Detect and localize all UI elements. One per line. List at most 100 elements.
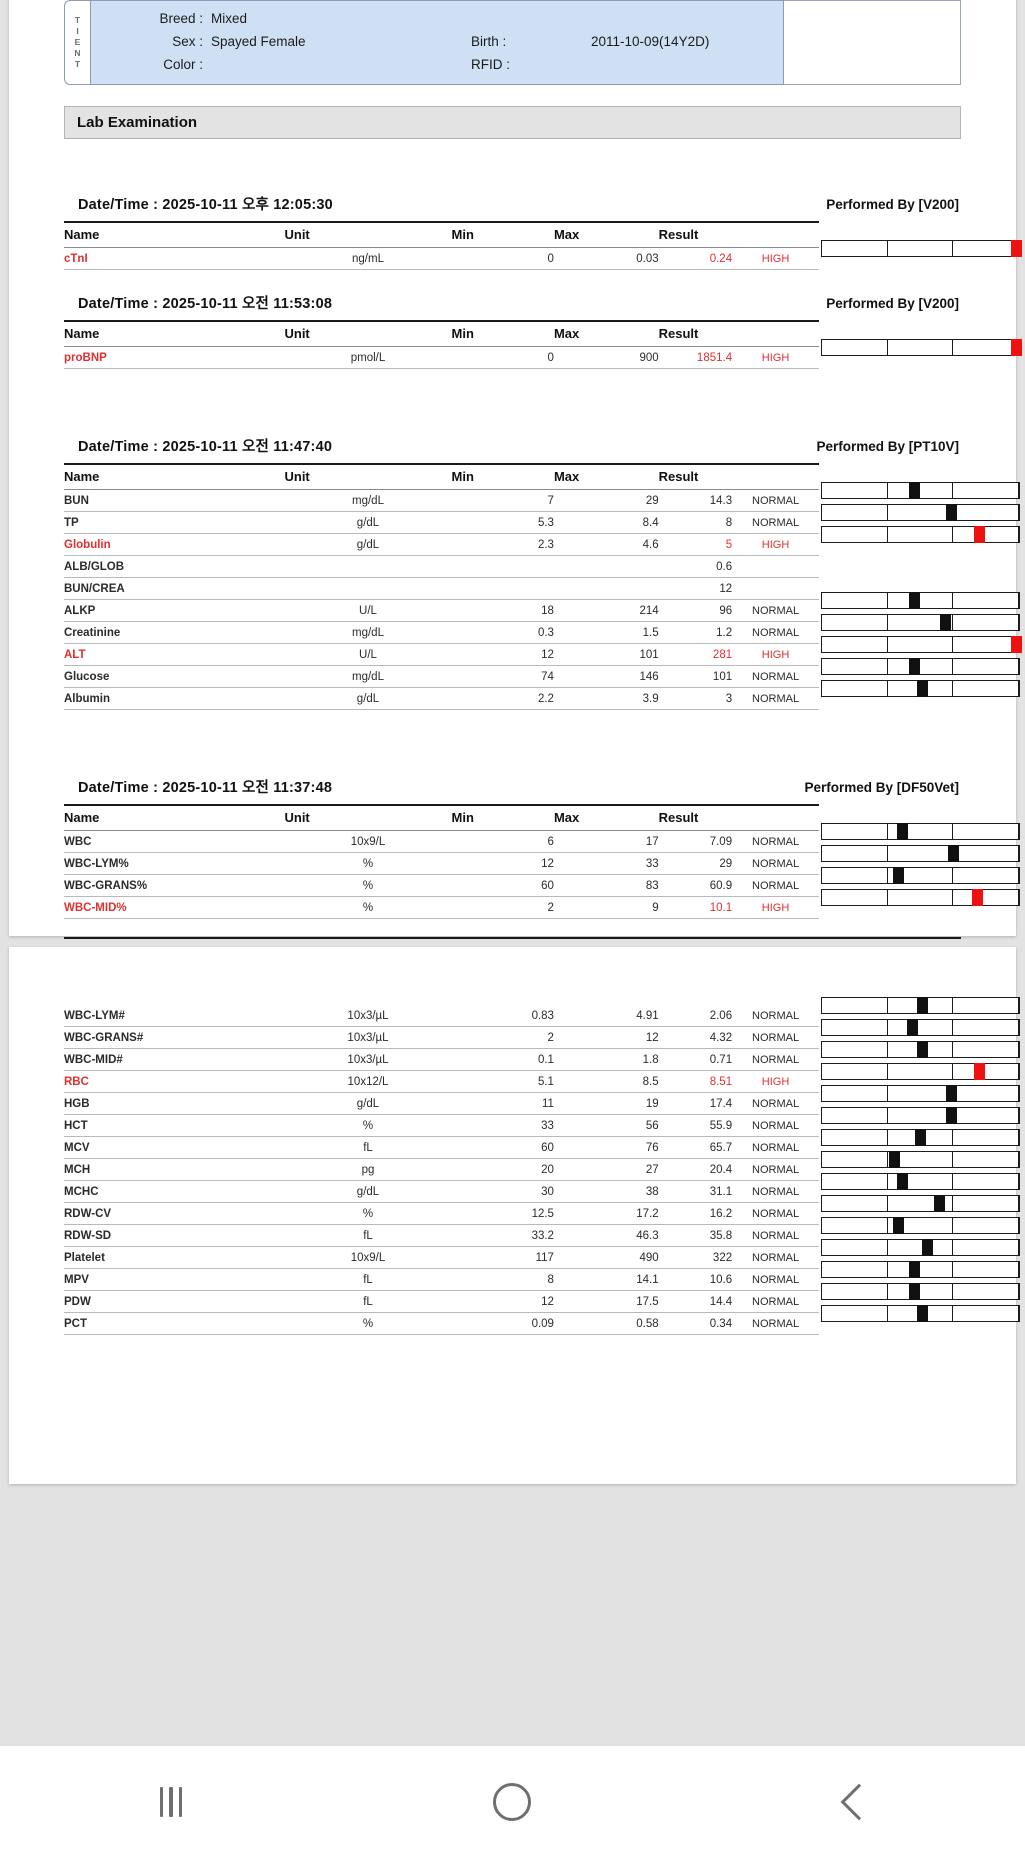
gauge-segment-mid [888,681,954,696]
test-name: WBC-MID% [64,896,285,919]
gauge-segment-low [822,1284,888,1299]
test-unit: % [284,896,452,919]
gauge-segment-high [953,681,1019,696]
datetime-value: 2025-10-11 오전 11:37:48 [162,780,333,796]
recent-apps-icon [159,1787,183,1817]
gauge-value-marker [946,1107,958,1124]
test-max: 9 [553,896,659,919]
gauge-value-marker [1011,240,1023,257]
gauge-segment-mid [888,1262,954,1277]
recent-apps-button[interactable] [96,1767,246,1837]
gauge-segment-high [953,637,1019,652]
table-row: RDW-SD fL 33.2 46.3 35.8 NORMAL [64,1217,1020,1247]
test-max: 900 [553,346,659,369]
test-result: 16.2 [658,1202,733,1225]
test-max: 0.58 [553,1312,659,1335]
gauge-segment-low [822,1042,888,1057]
patient-tab-letter: T [74,15,81,25]
status-badge: NORMAL [732,621,819,644]
table-row: WBC-GRANS%% 60 83 60.9 NORMAL [64,867,1020,897]
test-min: 2 [451,896,554,919]
home-button[interactable] [437,1767,587,1837]
test-max: 1.5 [553,621,659,644]
test-result: 8.51 [658,1070,733,1093]
test-max: 8.5 [553,1070,659,1093]
patient-field-value [211,53,471,76]
gauge-segment-mid [888,846,954,861]
patient-field-value: Mixed [211,11,248,26]
test-name: MPV [64,1268,285,1291]
col-result: Result [658,463,733,490]
test-unit: fL [284,1224,452,1247]
gauge-value-marker [1011,339,1023,356]
page2-table-group: WBC-LYM# 10x3/µL 0.83 4.91 2.06 NORMAL WBC-GRA… [64,947,1020,1335]
test-max: 101 [553,643,659,666]
test-min: 2.2 [451,687,554,710]
patient-field-label: Breed : [159,11,203,26]
datetime-value: 2025-10-11 오전 11:53:08 [162,296,333,312]
table-row: TP g/dL 5.3 8.4 8 NORMAL [64,504,1020,534]
group-datetime: Date/Time : 2025-10-11 오전 11:53:08 [78,292,332,313]
table-row: HCT% 33 56 55.9 NORMAL [64,1107,1020,1137]
status-badge: NORMAL [732,1114,819,1137]
table-row: Globulin g/dL 2.3 4.6 5 HIGH [64,526,1020,556]
gauge-value-marker [908,1283,920,1300]
lab-groups-container: Date/Time : 2025-10-11 오후 12:05:30 Perfor… [9,139,1023,919]
test-unit: % [284,874,452,897]
test-max: 146 [553,665,659,688]
test-name: WBC-LYM% [64,852,285,875]
test-unit: g/dL [284,1180,452,1203]
table-header-row: Name Unit Min Max Result [64,804,819,831]
test-max [553,577,659,600]
gauge-segment-high [953,1262,1019,1277]
col-min: Min [451,221,554,248]
reference-range-gauge [820,1129,1020,1146]
test-result: 96 [658,599,733,622]
reference-range-gauge [820,1085,1020,1102]
table-row: BUN mg/dL 7 29 14.3 NORMAL [64,482,1020,512]
patient-field-label: Sex : [172,34,203,49]
lab-result-group: Date/Time : 2025-10-11 오전 11:37:48 Perfor… [64,710,1020,919]
col-flag [732,320,819,347]
reference-range-gauge [820,997,1020,1014]
test-unit: pmol/L [284,346,452,369]
test-name: MCH [64,1158,285,1181]
test-max: 3.9 [553,687,659,710]
reference-range-gauge [820,1173,1020,1190]
results-table: Name Unit Min Max Result cTnI ng/mL 0 0.03 0.24 HI… [64,221,1023,270]
reference-range-gauge [820,1063,1020,1080]
table-row: RBC 10x12/L 5.1 8.5 8.51 HIGH [64,1063,1020,1093]
gauge-segment-high [953,593,1019,608]
test-min [451,555,554,578]
gauge-segment-mid [888,1086,954,1101]
gauge-segment-mid [888,824,954,839]
status-badge: NORMAL [732,665,819,688]
gauge-segment-low [822,593,888,608]
test-min: 33.2 [451,1224,554,1247]
gauge-segment-high [953,1284,1019,1299]
col-flag [732,463,819,490]
reference-range-gauge [820,614,1020,631]
gauge-segment-low [822,1196,888,1211]
reference-range-gauge [820,845,1020,862]
col-min: Min [451,463,554,490]
col-flag [732,221,819,248]
gauge-value-marker [892,1217,904,1234]
test-name: ALT [64,643,285,666]
gauge-value-marker [914,1129,926,1146]
patient-field-row: Breed : Mixed [91,7,783,30]
status-badge: NORMAL [732,1048,819,1071]
gauge-segment-low [822,1064,888,1079]
gauge-segment-high [953,527,1019,542]
gauge-segment-low [822,637,888,652]
test-unit: fL [284,1290,452,1313]
status-badge: NORMAL [732,1180,819,1203]
test-unit [284,555,452,578]
back-button[interactable] [779,1767,929,1837]
test-min: 0.09 [451,1312,554,1335]
table-row: BUN/CREA 12 [64,577,819,600]
gauge-segment-low [822,241,888,256]
test-max: 8.4 [553,511,659,534]
gauge-segment-mid [888,1218,954,1233]
col-name: Name [64,320,285,347]
